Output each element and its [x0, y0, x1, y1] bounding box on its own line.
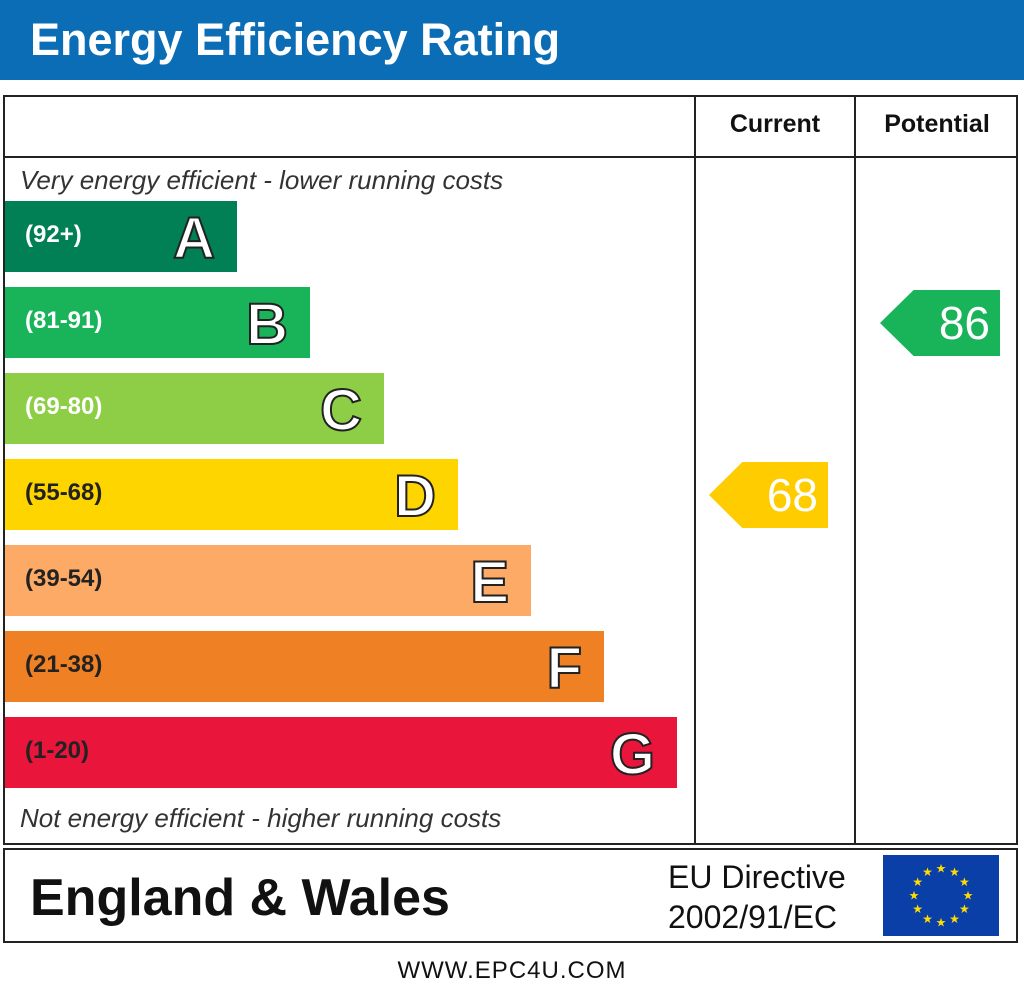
band-range: (39-54): [25, 565, 103, 592]
header: Energy Efficiency Rating: [0, 0, 1024, 80]
star-icon: ★: [912, 875, 923, 889]
column-potential: Potential: [884, 110, 990, 138]
band-range: (92+): [25, 221, 82, 248]
top-note: Very energy efficient - lower running co…: [20, 165, 504, 195]
eu-flag-icon: ★ ★ ★ ★ ★ ★ ★ ★ ★ ★ ★ ★: [883, 855, 999, 936]
star-icon: ★: [912, 902, 923, 916]
band-letter: E: [469, 549, 510, 616]
star-icon: ★: [936, 916, 947, 930]
star-icon: ★: [922, 912, 933, 926]
divider: [3, 156, 1018, 158]
website-url: WWW.EPC4U.COM: [397, 957, 627, 984]
band-letter: C: [319, 377, 363, 444]
band-letter: D: [393, 463, 437, 530]
region-label: England & Wales: [30, 869, 450, 927]
star-icon: ★: [963, 889, 974, 903]
star-icon: ★: [922, 865, 933, 879]
star-icon: ★: [949, 865, 960, 879]
potential-rating-value: 86: [938, 297, 990, 349]
band-g: (1-20) G: [5, 717, 677, 788]
band-range: (1-20): [25, 737, 90, 764]
band-d: (55-68) D: [5, 459, 458, 530]
band-b: (81-91) B: [5, 287, 310, 358]
directive-line1: EU Directive: [668, 859, 846, 895]
band-letter: A: [172, 205, 216, 272]
band-range: (55-68): [25, 479, 103, 506]
footer: [3, 848, 1018, 943]
band-a: (92+) A: [5, 201, 237, 272]
bottom-note: Not energy efficient - higher running co…: [20, 803, 502, 833]
column-current: Current: [729, 110, 821, 138]
band-c: (69-80) C: [5, 373, 384, 444]
band-range: (21-38): [25, 651, 103, 678]
band-letter: F: [546, 635, 583, 702]
band-letter: B: [245, 291, 289, 358]
current-rating-value: 68: [766, 469, 818, 521]
band-letter: G: [609, 721, 656, 788]
rating-frame: [3, 95, 1018, 845]
divider: [694, 95, 696, 845]
divider: [854, 95, 856, 845]
star-icon: ★: [959, 902, 970, 916]
potential-rating-arrow: 86: [880, 290, 1000, 356]
star-icon: ★: [936, 862, 947, 876]
star-icon: ★: [949, 912, 960, 926]
band-e: (39-54) E: [5, 545, 531, 616]
star-icon: ★: [959, 875, 970, 889]
band-f: (21-38) F: [5, 631, 604, 702]
chart-title: Energy Efficiency Rating: [30, 14, 561, 65]
star-icon: ★: [909, 889, 920, 903]
directive-line2: 2002/91/EC: [668, 899, 838, 935]
eu-directive: EU Directive 2002/91/EC: [668, 857, 846, 937]
band-range: (81-91): [25, 307, 103, 334]
band-range: (69-80): [25, 393, 103, 420]
